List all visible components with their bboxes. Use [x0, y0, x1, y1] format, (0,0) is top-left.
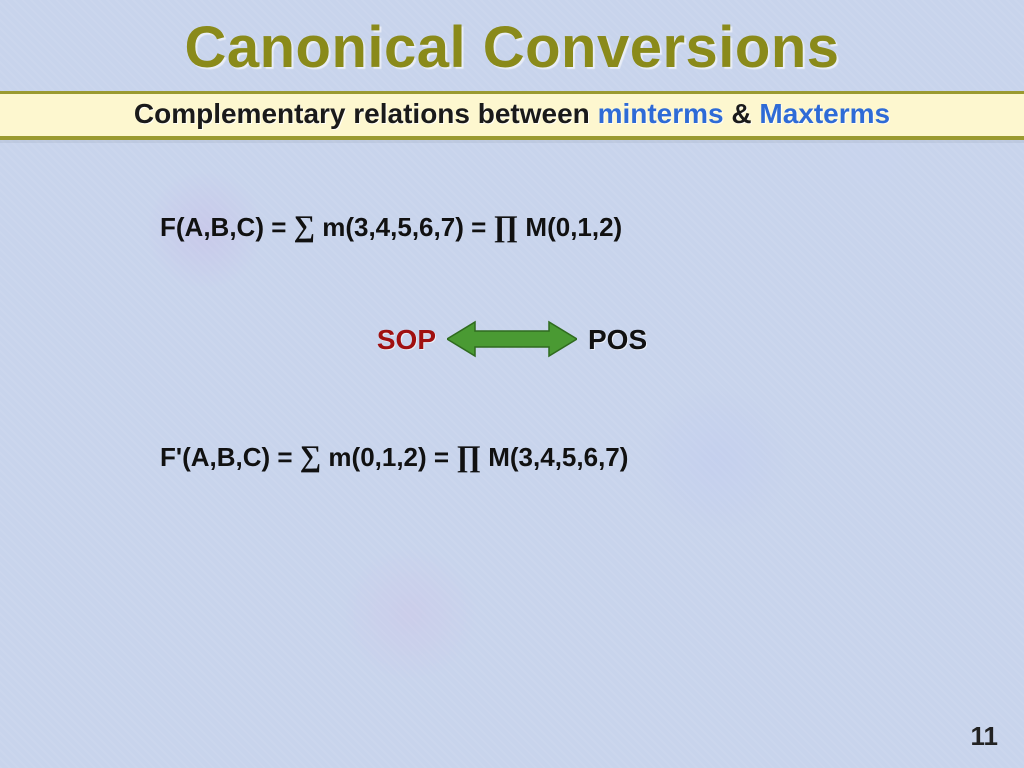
eq-fp-lhs: F'(A,B,C) = [160, 442, 300, 472]
subtitle-maxterms: Maxterms [759, 98, 890, 129]
double-arrow-icon [442, 320, 582, 360]
pos-label: POS [588, 324, 647, 356]
eq-fp-minterms: m(0,1,2) = [321, 442, 456, 472]
eq-f-maxterms: M(0,1,2) [518, 212, 622, 242]
eq-f-minterms: m(3,4,5,6,7) = [315, 212, 493, 242]
page-title: Canonical Conversions [0, 0, 1024, 81]
subtitle-lead: Complementary relations between [134, 98, 598, 129]
subtitle-amp: & [724, 98, 760, 129]
eq-fp-maxterms: M(3,4,5,6,7) [481, 442, 628, 472]
sop-label: SOP [377, 324, 436, 356]
sop-pos-row: SOP POS [0, 320, 1024, 360]
equation-f-prime: F'(A,B,C) = ∑ m(0,1,2) = ∏ M(3,4,5,6,7) [160, 440, 628, 474]
pi-icon: ∏ [456, 440, 481, 473]
content-area: F(A,B,C) = ∑ m(3,4,5,6,7) = ∏ M(0,1,2) S… [0, 140, 1024, 740]
subtitle-bar: Complementary relations between minterms… [0, 91, 1024, 140]
sigma-icon: ∑ [294, 210, 315, 243]
equation-f: F(A,B,C) = ∑ m(3,4,5,6,7) = ∏ M(0,1,2) [160, 210, 622, 244]
eq-f-lhs: F(A,B,C) = [160, 212, 294, 242]
page-number: 11 [971, 721, 999, 752]
arrow-shape [447, 322, 577, 356]
sigma-icon: ∑ [300, 440, 321, 473]
subtitle-minterms: minterms [598, 98, 724, 129]
pi-icon: ∏ [493, 210, 518, 243]
